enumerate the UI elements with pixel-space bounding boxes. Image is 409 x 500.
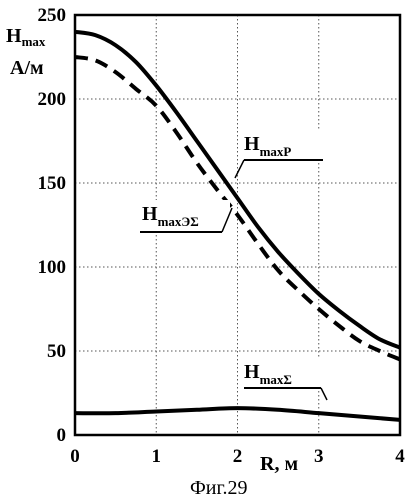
x-tick-label: 0 [70,446,80,467]
y-axis-unit: А/м [10,57,44,79]
y-axis-label: Hmax [6,25,46,49]
series-line-hmaxs [75,408,400,420]
x-tick-label: 3 [314,446,324,467]
leader-line-maxp [235,160,244,178]
y-tick-label: 100 [38,257,67,278]
x-tick-label: 2 [233,446,243,467]
figure-caption: Фиг.29 [190,477,247,499]
y-tick-label: 0 [57,425,67,446]
y-tick-label: 50 [47,341,66,362]
leader-line-maxs [321,388,327,400]
x-tick-label: 4 [395,446,405,467]
y-tick-label: 250 [38,5,67,26]
series-group [75,32,400,420]
x-tick-label: 1 [152,446,162,467]
x-tick-labels: 0 1 2 3 4 [70,446,405,467]
y-tick-label: 200 [38,89,67,110]
x-axis-label: R, м [260,453,298,475]
y-tick-label: 150 [38,173,67,194]
